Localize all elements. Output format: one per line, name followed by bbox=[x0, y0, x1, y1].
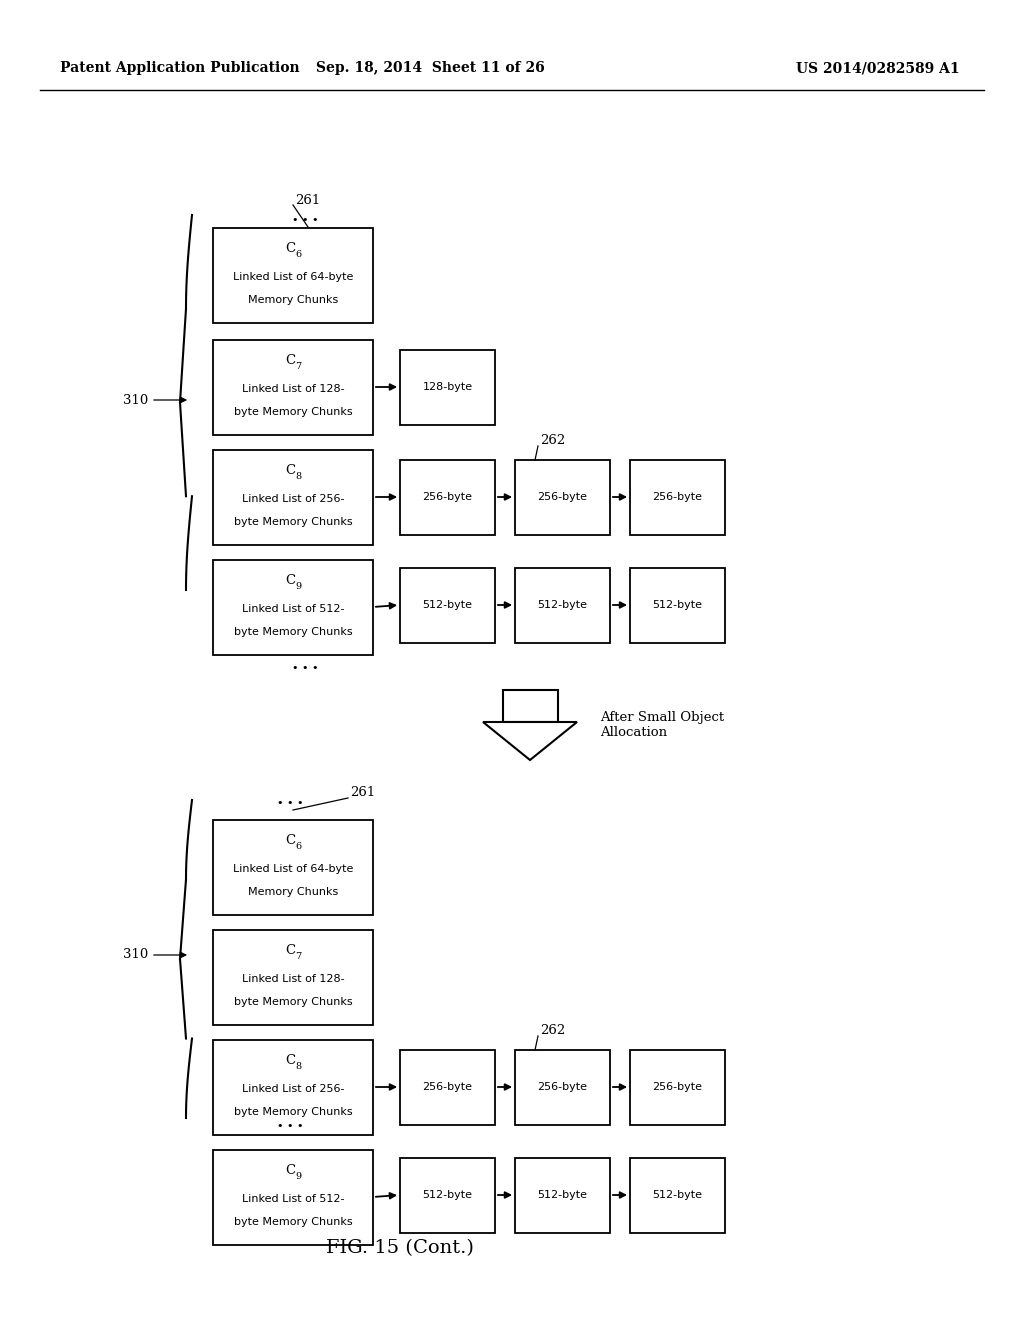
Text: 6: 6 bbox=[295, 842, 301, 851]
Text: byte Memory Chunks: byte Memory Chunks bbox=[233, 1107, 352, 1117]
Text: 7: 7 bbox=[295, 952, 301, 961]
Text: 262: 262 bbox=[540, 1023, 565, 1036]
Text: 9: 9 bbox=[295, 582, 301, 591]
Bar bbox=[213, 820, 373, 915]
Text: 128-byte: 128-byte bbox=[423, 383, 472, 392]
Text: Sep. 18, 2014  Sheet 11 of 26: Sep. 18, 2014 Sheet 11 of 26 bbox=[315, 61, 545, 75]
Text: After Small Object
Allocation: After Small Object Allocation bbox=[600, 711, 724, 739]
Text: Linked List of 64-byte: Linked List of 64-byte bbox=[232, 272, 353, 282]
Bar bbox=[400, 1158, 495, 1233]
Bar bbox=[503, 690, 558, 722]
Bar bbox=[213, 1040, 373, 1135]
Text: 310: 310 bbox=[123, 949, 148, 961]
Text: 512-byte: 512-byte bbox=[423, 1191, 472, 1200]
Bar bbox=[400, 459, 495, 535]
Text: Linked List of 64-byte: Linked List of 64-byte bbox=[232, 865, 353, 874]
Text: • • •: • • • bbox=[276, 1121, 303, 1131]
Bar bbox=[213, 560, 373, 655]
Bar bbox=[515, 1158, 610, 1233]
Bar bbox=[213, 450, 373, 545]
Bar bbox=[213, 228, 373, 323]
Bar bbox=[630, 568, 725, 643]
Text: Linked List of 512-: Linked List of 512- bbox=[242, 605, 344, 614]
Bar bbox=[630, 459, 725, 535]
Text: 512-byte: 512-byte bbox=[652, 1191, 702, 1200]
Text: C: C bbox=[285, 834, 295, 847]
Text: C: C bbox=[285, 465, 295, 478]
Text: Linked List of 256-: Linked List of 256- bbox=[242, 495, 344, 504]
Text: Linked List of 128-: Linked List of 128- bbox=[242, 974, 344, 985]
Text: 8: 8 bbox=[295, 1063, 301, 1071]
Text: 512-byte: 512-byte bbox=[423, 601, 472, 610]
Bar bbox=[630, 1049, 725, 1125]
Text: 310: 310 bbox=[123, 393, 148, 407]
Text: Linked List of 256-: Linked List of 256- bbox=[242, 1085, 344, 1094]
Text: 261: 261 bbox=[295, 194, 321, 206]
Text: 262: 262 bbox=[540, 433, 565, 446]
Bar bbox=[213, 931, 373, 1026]
Text: byte Memory Chunks: byte Memory Chunks bbox=[233, 1217, 352, 1228]
Text: Memory Chunks: Memory Chunks bbox=[248, 296, 338, 305]
Text: 256-byte: 256-byte bbox=[538, 1082, 588, 1093]
Text: Linked List of 512-: Linked List of 512- bbox=[242, 1195, 344, 1204]
Text: C: C bbox=[285, 354, 295, 367]
Text: 512-byte: 512-byte bbox=[538, 1191, 588, 1200]
Text: 512-byte: 512-byte bbox=[652, 601, 702, 610]
Bar bbox=[400, 568, 495, 643]
Text: • • •: • • • bbox=[276, 799, 303, 808]
Text: Memory Chunks: Memory Chunks bbox=[248, 887, 338, 898]
Bar bbox=[213, 341, 373, 436]
Text: 512-byte: 512-byte bbox=[538, 601, 588, 610]
Text: 256-byte: 256-byte bbox=[423, 1082, 472, 1093]
Text: 256-byte: 256-byte bbox=[652, 492, 702, 503]
Bar bbox=[515, 1049, 610, 1125]
Text: byte Memory Chunks: byte Memory Chunks bbox=[233, 627, 352, 638]
Text: C: C bbox=[285, 574, 295, 587]
Text: 8: 8 bbox=[295, 473, 301, 480]
Text: C: C bbox=[285, 1055, 295, 1068]
Bar bbox=[400, 350, 495, 425]
Text: 256-byte: 256-byte bbox=[423, 492, 472, 503]
Text: byte Memory Chunks: byte Memory Chunks bbox=[233, 997, 352, 1007]
Text: byte Memory Chunks: byte Memory Chunks bbox=[233, 517, 352, 527]
Text: 261: 261 bbox=[350, 787, 375, 800]
Bar bbox=[400, 1049, 495, 1125]
Text: 6: 6 bbox=[295, 249, 301, 259]
Text: Linked List of 128-: Linked List of 128- bbox=[242, 384, 344, 395]
Text: FIG. 15 (Cont.): FIG. 15 (Cont.) bbox=[326, 1239, 474, 1257]
Text: Patent Application Publication: Patent Application Publication bbox=[60, 61, 300, 75]
Text: C: C bbox=[285, 944, 295, 957]
Bar bbox=[515, 568, 610, 643]
Bar bbox=[515, 459, 610, 535]
Bar bbox=[213, 1150, 373, 1245]
Text: • • •: • • • bbox=[292, 663, 318, 673]
Text: US 2014/0282589 A1: US 2014/0282589 A1 bbox=[797, 61, 961, 75]
Text: 7: 7 bbox=[295, 362, 301, 371]
Text: 256-byte: 256-byte bbox=[652, 1082, 702, 1093]
Text: 256-byte: 256-byte bbox=[538, 492, 588, 503]
Polygon shape bbox=[483, 722, 577, 760]
Text: • • •: • • • bbox=[292, 215, 318, 224]
Text: 9: 9 bbox=[295, 1172, 301, 1181]
Bar bbox=[630, 1158, 725, 1233]
Text: C: C bbox=[285, 243, 295, 255]
Text: byte Memory Chunks: byte Memory Chunks bbox=[233, 407, 352, 417]
Text: C: C bbox=[285, 1164, 295, 1177]
